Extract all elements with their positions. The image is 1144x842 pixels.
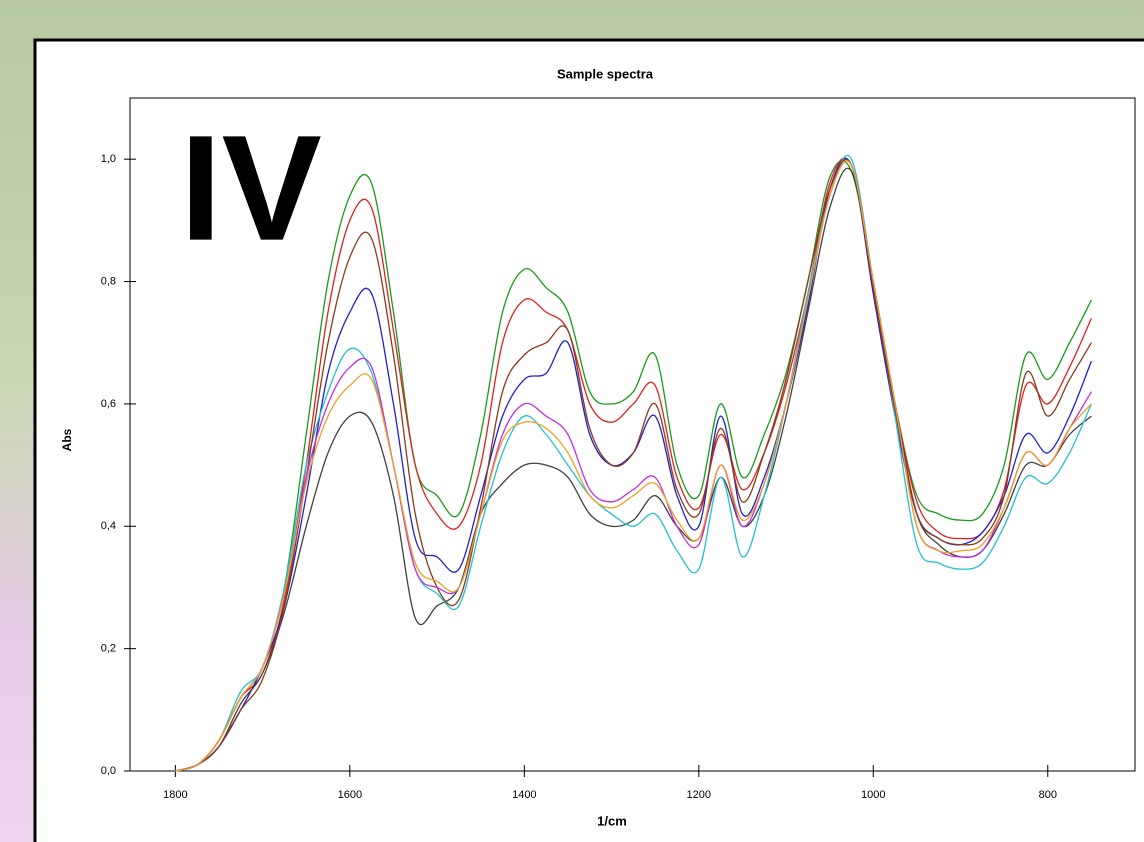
spectrum-line [175,157,1092,772]
x-tick-label: 1000 [861,789,885,801]
annotation: IV [180,104,322,272]
y-tick-label: 1,0 [101,153,116,165]
y-tick-label: 0,8 [101,275,116,287]
x-tick-label: 1200 [687,789,711,801]
y-tick-label: 0,6 [101,398,116,410]
x-tick-label: 1400 [512,789,536,801]
y-tick-label: 0,4 [101,520,116,532]
plot-frame [129,97,1136,772]
y-tick-label: 0,0 [101,765,116,777]
x-tick-label: 1800 [163,789,187,801]
spectrum-line [175,160,1092,772]
x-tick-label: 800 [1039,789,1057,801]
x-axis-label: 1/cm [597,813,627,828]
y-axis-label: Abs [60,428,74,451]
spectrum-line [175,154,1092,772]
x-tick-label: 1600 [338,789,362,801]
spectrum-line [175,158,1092,772]
spectrum-line [175,167,1092,772]
y-tick-label: 0,2 [101,643,116,655]
spectrum-line [175,160,1092,772]
chart-title: Sample spectra [557,66,654,81]
panel [33,38,1144,842]
